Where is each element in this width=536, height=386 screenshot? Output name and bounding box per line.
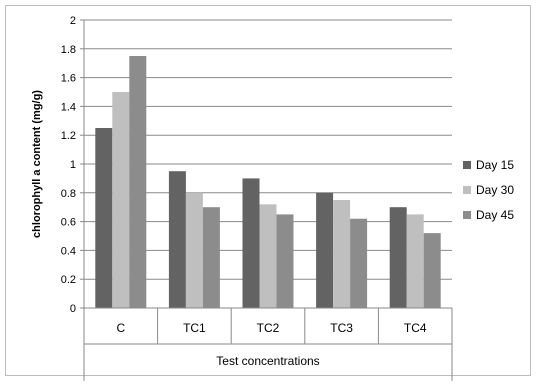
legend: Day 15 Day 30 Day 45 [463,158,514,222]
bar [316,192,334,308]
y-tick-label: 0.6 [61,217,76,229]
bar [389,207,407,308]
x-axis-title: Test concentrations [216,354,319,368]
y-tick-label: 2 [70,15,76,27]
bar [350,218,368,308]
bar [95,128,113,308]
y-tick-label: 0.4 [61,245,76,257]
legend-swatch [463,161,471,169]
x-tick-label: TC3 [330,321,353,335]
y-tick-label: 1.8 [61,44,76,56]
y-tick-label: 1.4 [61,101,76,113]
y-tick-label: 1.6 [61,73,76,85]
legend-label: Day 30 [476,183,514,197]
bar [276,214,294,308]
y-tick-label: 0.2 [61,274,76,286]
x-axis-categories: C TC1 TC2 TC3 TC4 [83,308,453,381]
legend-swatch [463,186,471,194]
chart-border [5,5,531,376]
y-axis-ticks: 0 0.2 0.4 0.6 0.8 1 1.2 1.4 1.6 1.8 2 [61,15,84,315]
bar [129,56,147,308]
y-tick-label: 1.2 [61,130,76,142]
bar [112,92,130,308]
x-tick-label: TC1 [183,321,206,335]
axes [83,20,452,309]
bar [242,178,260,308]
y-tick-label: 1 [70,159,76,171]
x-tick-label: C [116,321,125,335]
legend-swatch [463,211,471,219]
bar [185,192,203,308]
bars [95,56,441,308]
bar [202,207,220,308]
y-tick-label: 0 [70,303,76,315]
x-tick-label: TC4 [404,321,427,335]
bar [406,214,424,308]
legend-label: Day 15 [476,158,514,172]
bar [259,204,277,308]
bar [168,171,186,308]
legend-label: Day 45 [476,208,514,222]
bar [423,233,441,308]
y-axis-title: chlorophyll a content (mg/g) [31,90,43,238]
bar [333,200,351,308]
x-tick-label: TC2 [257,321,280,335]
y-tick-label: 0.8 [61,188,76,200]
